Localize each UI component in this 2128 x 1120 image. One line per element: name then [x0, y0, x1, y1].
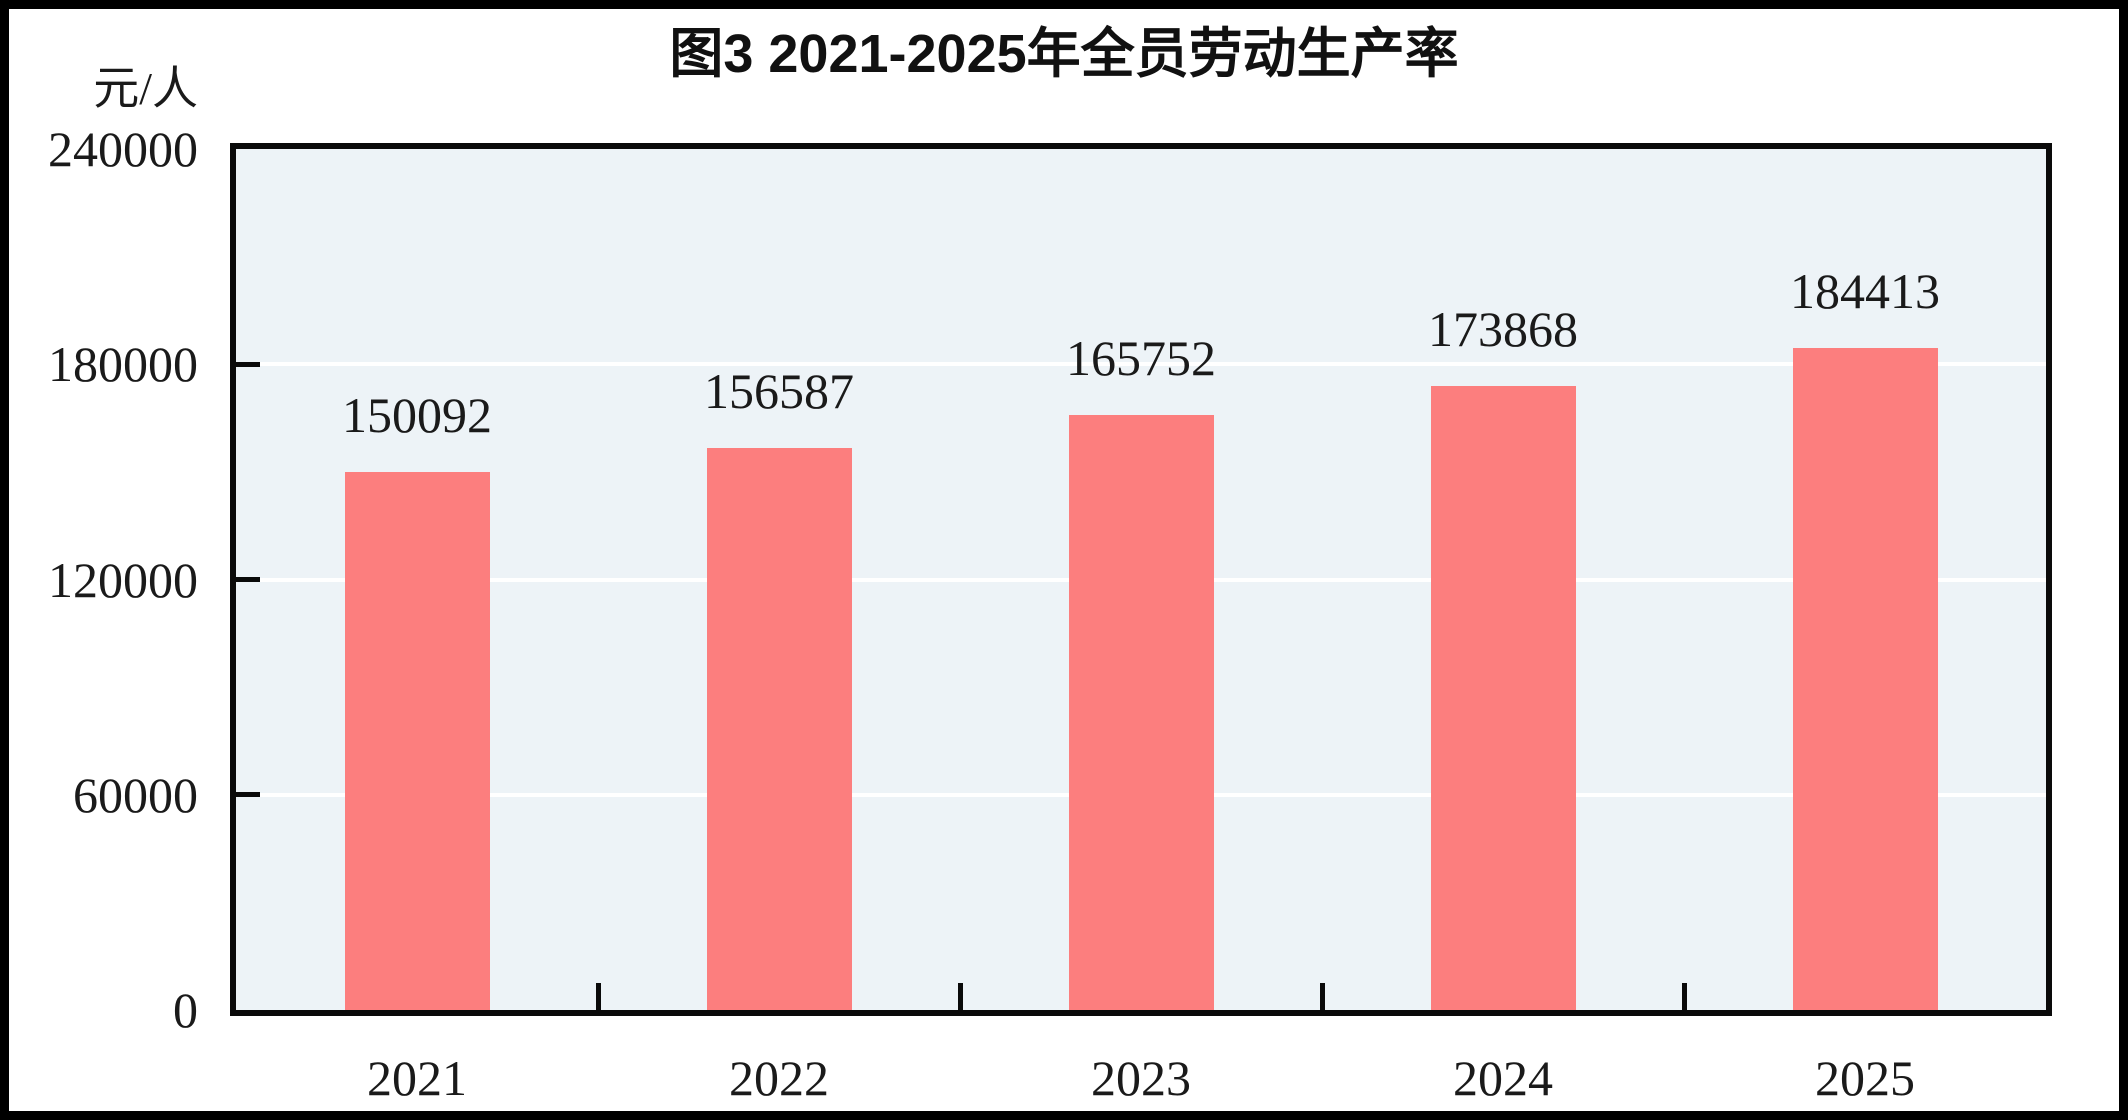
bar-2022 — [706, 448, 852, 1010]
y-axis-label-0: 0 — [173, 982, 198, 1038]
x-axis-label-2022: 2022 — [729, 1050, 829, 1106]
y-axis-tick-120000 — [236, 577, 260, 582]
bar-value-label-2022: 156587 — [704, 363, 854, 420]
y-axis-label-180000: 180000 — [48, 336, 198, 393]
y-axis-label-60000: 60000 — [73, 766, 198, 823]
x-axis-label-2024: 2024 — [1453, 1050, 1553, 1106]
chart-title: 图3 2021-2025年全员劳动生产率 — [669, 24, 1459, 84]
x-axis-tick-2 — [957, 983, 963, 1010]
plot-area: 150092 156587 165752 173868 184413 — [230, 143, 2052, 1016]
x-axis-label-2025: 2025 — [1815, 1050, 1915, 1106]
y-axis-label-240000: 240000 — [48, 121, 198, 177]
bar-2021 — [344, 471, 490, 1010]
x-axis-tick-1 — [595, 983, 601, 1010]
y-axis-unit-label: 元/人 — [93, 63, 198, 114]
x-axis-label-2023: 2023 — [1091, 1050, 1191, 1106]
gridline-180000 — [236, 362, 2046, 367]
bar-2024 — [1430, 386, 1576, 1010]
bar-2025 — [1792, 348, 1938, 1010]
y-axis-label-120000: 120000 — [48, 551, 198, 608]
x-axis-tick-4 — [1681, 983, 1687, 1010]
y-axis-tick-180000 — [236, 361, 260, 367]
x-axis-tick-3 — [1319, 983, 1325, 1010]
bar-2023 — [1068, 415, 1214, 1010]
bar-value-label-2021: 150092 — [342, 386, 492, 443]
bar-value-label-2023: 165752 — [1066, 330, 1216, 387]
y-axis-tick-60000 — [236, 792, 260, 798]
x-axis-label-2021: 2021 — [367, 1050, 467, 1106]
plot-inner-area: 150092 156587 165752 173868 184413 — [236, 149, 2046, 1010]
bar-value-label-2025: 184413 — [1790, 263, 1940, 320]
bar-value-label-2024: 173868 — [1428, 301, 1578, 358]
